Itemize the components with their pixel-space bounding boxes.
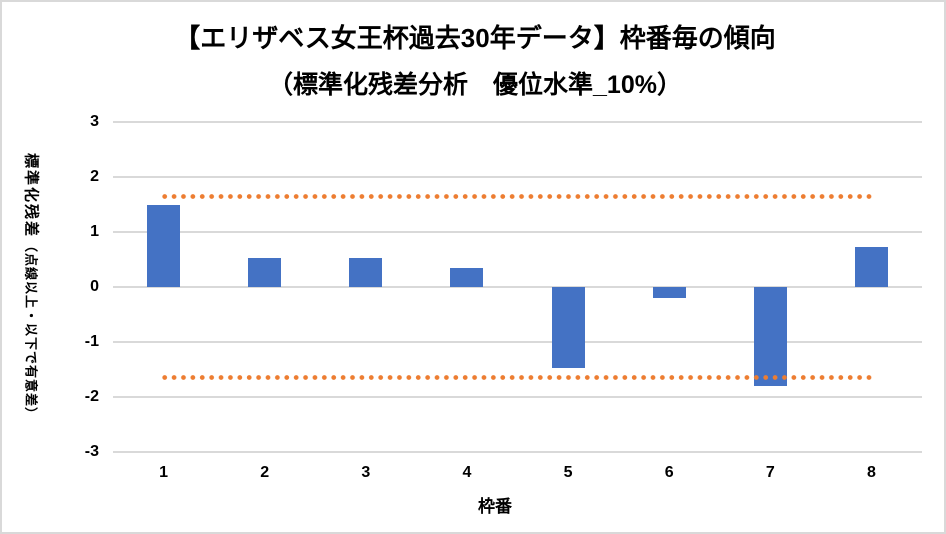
gridline-y-3 [113,121,922,123]
bar-waku-7 [753,287,787,386]
y-tick-label: 0 [90,278,99,295]
bar-waku-1 [147,204,181,287]
x-tick-label: 2 [260,464,270,481]
chart-title-line2: （標準化残差分析 優位水準_10%） [268,71,682,100]
gridline-y--2 [113,396,922,398]
bar-waku-3 [349,258,383,287]
chart-title: 【エリザベス女王杯過去30年データ】枠番毎の傾向 （標準化残差分析 優位水準_1… [2,14,944,108]
x-tick-label: 8 [866,464,876,481]
y-tick-label: 1 [90,223,99,240]
y-tick-label: 3 [90,113,99,130]
gridline-y--1 [113,341,922,343]
gridline-y--3 [113,451,922,453]
y-tick-label: -2 [84,388,99,405]
gridline-y-2 [113,176,922,178]
x-tick-label: 7 [765,464,775,481]
bar-waku-4 [450,267,484,287]
gridline-y-0 [113,286,922,288]
y-axis-title: 標準化残差 （点線以上・以下で有意差） [6,122,58,452]
x-tick-label: 1 [159,464,169,481]
x-axis-title: 枠番 [478,497,512,516]
x-tick-label: 6 [664,464,674,481]
chart-title-line1: 【エリザベス女王杯過去30年データ】枠番毎の傾向 [174,23,776,53]
bar-waku-6 [652,287,686,298]
y-axis-title-sub: （点線以上・以下で有意差） [23,238,39,421]
y-tick-label: 2 [90,168,99,185]
y-axis-title-main: 標準化残差 [22,153,40,239]
y-tick-label: -3 [84,443,99,460]
bar-waku-2 [248,258,282,287]
x-tick-label: 5 [563,464,573,481]
threshold-line-upper [159,193,876,199]
threshold-line-lower [159,375,876,381]
x-tick-label: 4 [462,464,472,481]
y-tick-label: -1 [84,333,99,350]
gridline-y-1 [113,231,922,233]
bar-waku-8 [854,247,888,287]
bar-waku-5 [551,287,585,369]
x-tick-label: 3 [361,464,371,481]
